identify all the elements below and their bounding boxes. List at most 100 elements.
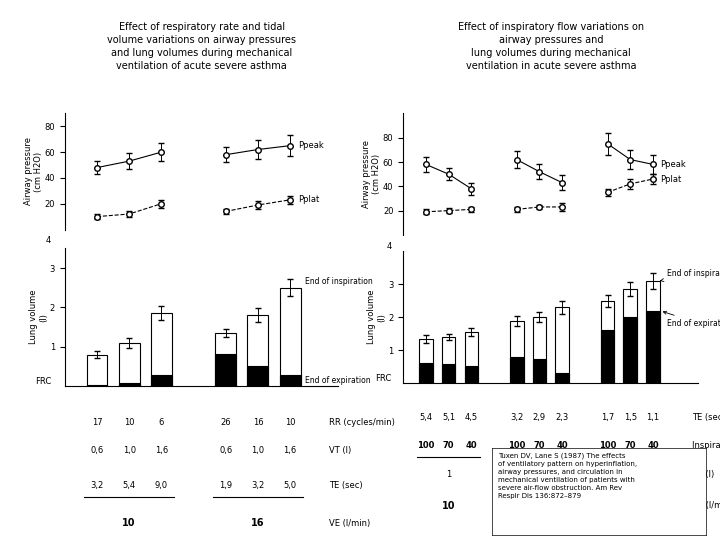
Text: TE (sec): TE (sec) [329,481,362,490]
Text: 40: 40 [647,441,659,450]
Bar [600,301,614,383]
Text: 70: 70 [534,441,545,450]
Text: End of expiration: End of expiration [305,376,370,385]
Text: 10: 10 [442,501,455,511]
Text: Ppeak: Ppeak [660,160,685,169]
Text: TE (sec): TE (sec) [692,413,720,422]
Text: Pplat: Pplat [660,174,681,184]
Text: 4: 4 [386,242,392,252]
Text: Ppeak: Ppeak [298,141,324,150]
Bar [215,354,236,386]
Text: 2,3: 2,3 [556,413,569,422]
Text: 4,5: 4,5 [465,413,478,422]
Text: 0,6: 0,6 [219,446,233,455]
Text: Tuxen DV, Lane S (1987) The effects
of ventilatory pattern on hyperinflation,
ai: Tuxen DV, Lane S (1987) The effects of v… [498,453,637,499]
Bar [248,315,269,386]
Text: 10: 10 [285,418,295,427]
Bar [86,355,107,386]
Text: End of expiration: End of expiration [663,311,720,328]
Text: 1,1: 1,1 [647,413,660,422]
Text: 1,5: 1,5 [624,413,636,422]
Bar [151,313,172,386]
Text: 0,6: 0,6 [91,446,104,455]
Text: 70: 70 [624,441,636,450]
Text: 40: 40 [557,441,568,450]
Text: Effect of inspiratory flow variations on
airway pressures and
lung volumes durin: Effect of inspiratory flow variations on… [458,22,644,71]
Bar [624,289,637,383]
Text: 10: 10 [124,418,135,427]
Text: VE (l/min): VE (l/min) [692,502,720,510]
Text: Pplat: Pplat [298,195,320,204]
Text: 26: 26 [220,418,231,427]
Y-axis label: Lung volume
(l): Lung volume (l) [367,290,387,345]
Text: 5,4: 5,4 [122,481,136,490]
Bar [533,317,546,383]
Text: 1,0: 1,0 [251,446,264,455]
Text: 1,6: 1,6 [284,446,297,455]
Text: 3,2: 3,2 [510,413,523,422]
Bar [442,337,456,383]
Text: 6: 6 [158,418,164,427]
Bar [464,332,478,383]
Bar [279,288,300,386]
Bar [510,321,523,383]
Y-axis label: Airway pressure
(cm H2O): Airway pressure (cm H2O) [24,138,43,205]
Text: 40: 40 [466,441,477,450]
Y-axis label: Airway pressure
(cm H2O): Airway pressure (cm H2O) [362,140,382,208]
Text: 1: 1 [628,470,633,479]
Text: 1,7: 1,7 [601,413,614,422]
Text: 16: 16 [533,501,546,511]
Text: Inspiratory flow (l/min): Inspiratory flow (l/min) [692,441,720,450]
Bar [510,357,523,383]
Text: 100: 100 [417,441,435,450]
Bar [600,330,614,383]
Text: 100: 100 [508,441,526,450]
Bar [86,384,107,386]
Text: 1,9: 1,9 [219,481,233,490]
Text: 1,6: 1,6 [155,446,168,455]
Bar [624,317,637,383]
Bar [419,339,433,383]
Bar [151,375,172,386]
Bar [533,359,546,383]
Text: 1: 1 [537,470,542,479]
Text: VE (l/min): VE (l/min) [329,519,370,528]
Bar [555,374,569,383]
Bar [119,383,140,386]
Bar [646,310,660,383]
Bar [555,307,569,383]
Text: VT (l): VT (l) [329,446,351,455]
Text: 16: 16 [251,518,265,528]
Bar [119,343,140,386]
Text: 3,2: 3,2 [91,481,104,490]
Text: End of inspiration: End of inspiration [305,277,372,286]
Text: 3,2: 3,2 [251,481,264,490]
Text: 17: 17 [91,418,102,427]
Text: 10: 10 [122,518,136,528]
Text: 9,0: 9,0 [155,481,168,490]
Text: 1,0: 1,0 [122,446,136,455]
Bar [279,375,300,386]
Bar [248,366,269,386]
Y-axis label: Lung volume
(l): Lung volume (l) [29,290,48,345]
Text: 100: 100 [599,441,616,450]
Text: 1: 1 [446,470,451,479]
Text: 4: 4 [46,237,51,246]
Bar [442,364,456,383]
Text: VT (l): VT (l) [692,470,714,479]
Text: 16: 16 [253,418,264,427]
Text: 5,1: 5,1 [442,413,455,422]
Text: Effect of respiratory rate and tidal
volume variations on airway pressures
and l: Effect of respiratory rate and tidal vol… [107,22,296,71]
Text: 2,9: 2,9 [533,413,546,422]
Text: 5,4: 5,4 [419,413,433,422]
Text: End of inspiration: End of inspiration [661,268,720,282]
Bar [464,366,478,383]
Text: 70: 70 [443,441,454,450]
Text: 5,0: 5,0 [284,481,297,490]
Text: 26: 26 [624,501,637,511]
Bar [215,333,236,386]
Text: RR (cycles/min): RR (cycles/min) [329,418,395,427]
Text: FRC: FRC [375,374,392,383]
Text: FRC: FRC [35,377,51,386]
Bar [419,363,433,383]
